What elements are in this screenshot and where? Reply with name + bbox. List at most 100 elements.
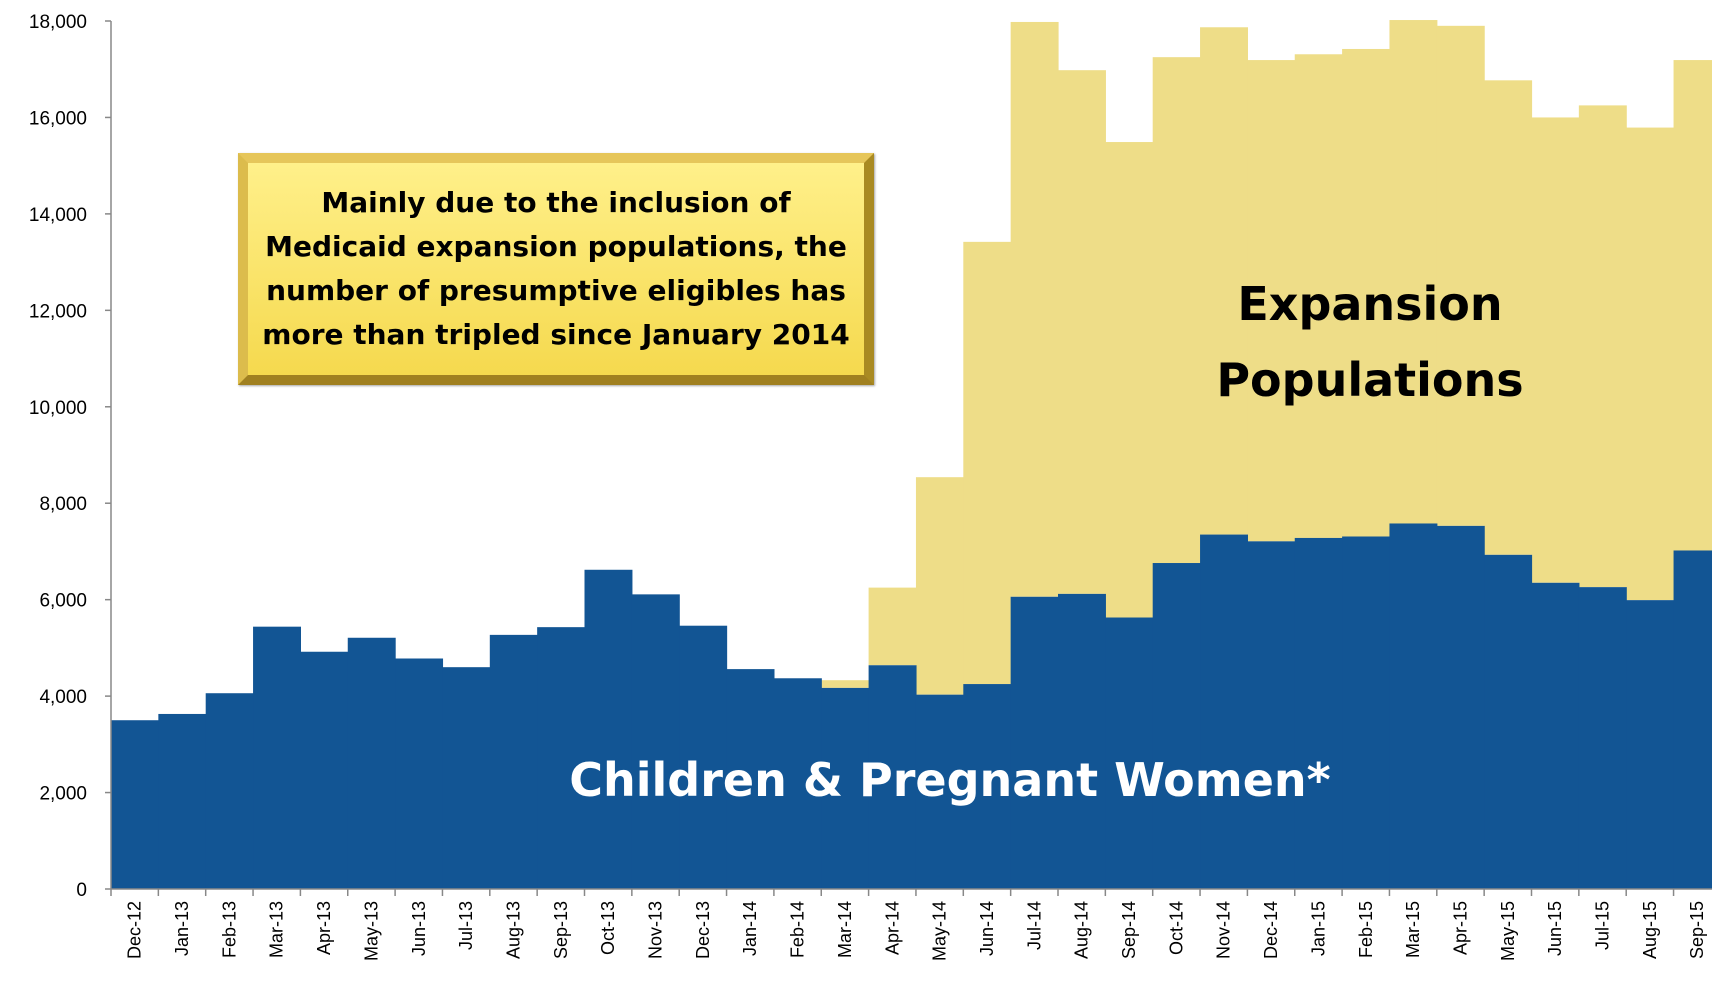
children-bar-Feb-13 — [205, 693, 254, 889]
children-bar-Oct-13 — [584, 569, 633, 889]
x-tick-label: Apr-15 — [1450, 901, 1470, 955]
children-bar-Jul-15 — [1578, 587, 1627, 889]
children-bar-Dec-12 — [111, 720, 159, 889]
x-tick-label: Feb-14 — [788, 901, 808, 958]
children-bar-Sep-14 — [1105, 617, 1154, 889]
x-tick-label: Dec-13 — [693, 901, 713, 959]
expansion-series — [821, 20, 1712, 695]
x-tick-label: Mar-14 — [835, 901, 855, 958]
children-bar-May-15 — [1484, 554, 1533, 889]
y-tick-label: 0 — [76, 880, 87, 901]
annotation-callout-box: Mainly due to the inclusion of Medicaid … — [238, 153, 874, 385]
expansion-bar-Jul-15 — [1578, 105, 1627, 588]
x-tick-label: Jul-15 — [1593, 901, 1613, 950]
x-tick-label: Jun-15 — [1545, 901, 1565, 956]
x-tick-label: Apr-14 — [882, 901, 902, 955]
children-bar-May-14 — [915, 694, 964, 889]
children-bar-Jun-13 — [395, 658, 444, 889]
y-axis-ticks: 0 2,000 4,000 6,000 8,000 10,000 12,000 14,000 1… — [29, 12, 111, 901]
children-bar-Jan-15 — [1294, 537, 1343, 889]
x-tick-label: Aug-13 — [503, 901, 523, 959]
expansion-bar-Jul-14 — [1010, 21, 1059, 597]
children-bar-Feb-15 — [1342, 536, 1391, 889]
children-bar-Apr-13 — [300, 651, 349, 889]
x-tick-label: Jan-13 — [172, 901, 192, 956]
expansion-bar-Sep-15 — [1673, 60, 1712, 551]
children-bar-Jul-14 — [1010, 596, 1059, 889]
annotation-line: Mainly due to the inclusion of — [321, 186, 791, 219]
expansion-bar-Mar-15 — [1389, 20, 1438, 524]
y-tick-label: 14,000 — [29, 205, 87, 226]
children-bar-Jun-15 — [1531, 582, 1580, 889]
expansion-bar-Jan-15 — [1294, 54, 1343, 538]
children-bar-Jun-14 — [963, 684, 1012, 889]
x-tick-label: Sep-13 — [551, 901, 571, 959]
annotation-line: Medicaid expansion populations, the — [265, 230, 847, 263]
children-bar-Apr-15 — [1436, 525, 1485, 889]
children-bar-Mar-15 — [1389, 523, 1438, 889]
children-bar-Mar-14 — [821, 687, 870, 889]
children-bar-May-13 — [347, 637, 396, 889]
children-bar-Aug-15 — [1626, 600, 1675, 889]
y-tick-label: 12,000 — [29, 301, 87, 322]
children-bar-Dec-14 — [1247, 541, 1296, 889]
expansion-bar-Nov-14 — [1200, 27, 1248, 535]
x-tick-label: May-13 — [361, 901, 381, 961]
children-bar-Jan-13 — [158, 713, 207, 889]
expansion-bar-Aug-15 — [1626, 127, 1675, 601]
children-bar-Dec-13 — [679, 625, 728, 889]
y-tick-label: 10,000 — [29, 398, 87, 419]
x-tick-label: Oct-13 — [598, 901, 618, 955]
expansion-bar-May-14 — [915, 477, 964, 695]
expansion-bar-Jun-14 — [963, 241, 1012, 685]
x-tick-label: May-15 — [1498, 901, 1518, 961]
children-bar-Sep-15 — [1673, 550, 1712, 889]
children-series-label: Children & Pregnant Women* — [569, 753, 1330, 807]
x-tick-label: Dec-12 — [125, 901, 145, 959]
expansion-bar-Feb-15 — [1342, 48, 1391, 537]
expansion-bar-Apr-14 — [868, 587, 917, 666]
x-axis-ticks: Dec-12 Jan-13 Feb-13 Mar-13 Apr-13 May-13 Jun-… — [110, 889, 1707, 961]
children-bar-Nov-14 — [1200, 534, 1248, 889]
x-tick-label: Aug-15 — [1640, 901, 1660, 959]
expansion-bar-Sep-14 — [1105, 142, 1154, 618]
annotation-line: number of presumptive eligibles has — [266, 274, 846, 307]
x-tick-label: Sep-14 — [1119, 901, 1139, 959]
children-bar-Jan-14 — [726, 669, 775, 889]
annotation-line: more than tripled since January 2014 — [262, 318, 850, 351]
x-tick-label: Jun-14 — [977, 901, 997, 956]
x-tick-label: Mar-13 — [267, 901, 287, 958]
expansion-bar-Mar-14 — [821, 680, 870, 688]
children-bar-Aug-14 — [1058, 593, 1106, 889]
y-tick-label: 18,000 — [29, 12, 87, 33]
children-bar-Jul-13 — [442, 667, 491, 889]
expansion-bar-May-15 — [1484, 80, 1533, 555]
x-tick-label: Jul-13 — [456, 901, 476, 950]
y-tick-label: 6,000 — [39, 591, 87, 612]
x-tick-label: Feb-15 — [1356, 901, 1376, 958]
y-tick-label: 16,000 — [29, 108, 87, 129]
children-bar-Aug-13 — [489, 634, 538, 889]
x-tick-label: Nov-13 — [646, 901, 666, 959]
x-tick-label: Jun-13 — [409, 901, 429, 956]
expansion-bar-Dec-14 — [1247, 60, 1296, 542]
children-bar-Sep-13 — [537, 627, 586, 889]
x-tick-label: Apr-13 — [314, 901, 334, 955]
x-tick-label: Jul-14 — [1024, 901, 1044, 950]
y-tick-label: 8,000 — [39, 494, 87, 515]
x-tick-label: Jan-14 — [740, 901, 760, 956]
expansion-bar-Aug-14 — [1058, 70, 1106, 594]
x-tick-label: Jan-15 — [1308, 901, 1328, 956]
annotation-text: Mainly due to the inclusion of Medicaid … — [248, 181, 863, 357]
expansion-bar-Oct-14 — [1152, 57, 1201, 564]
children-bar-Apr-14 — [868, 665, 917, 889]
x-tick-label: Sep-15 — [1687, 901, 1707, 959]
y-tick-label: 4,000 — [39, 687, 87, 708]
expansion-bar-Apr-15 — [1436, 25, 1485, 526]
expansion-bar-Jun-15 — [1531, 117, 1580, 583]
y-tick-label: 2,000 — [39, 784, 87, 805]
x-tick-label: May-14 — [930, 901, 950, 961]
children-bar-Oct-14 — [1152, 563, 1201, 889]
x-tick-label: Aug-14 — [1072, 901, 1092, 959]
